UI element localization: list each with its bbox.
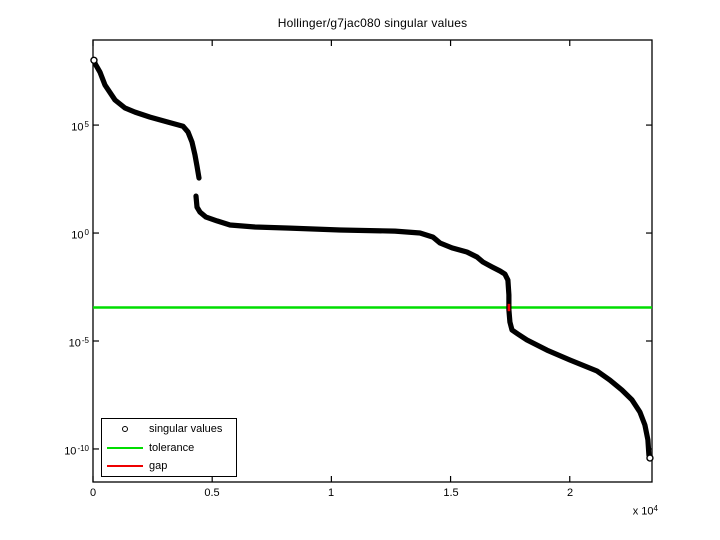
singular-values-series	[193, 193, 653, 461]
x-axis-multiplier: x 104	[632, 504, 658, 518]
x-tick-label: 1.5	[443, 487, 459, 499]
y-tick-label: 10-10	[64, 444, 89, 458]
y-tick-label: 100	[71, 228, 89, 242]
data-point-marker	[646, 454, 654, 462]
legend: singular values tolerance gap	[101, 418, 237, 477]
legend-label-tolerance: tolerance	[149, 441, 195, 454]
x-tick-label: 0.5	[204, 487, 220, 499]
chart-title: Hollinger/g7jac080 singular values	[277, 16, 468, 30]
legend-label-gap: gap	[149, 460, 168, 473]
legend-item-singular-values: singular values	[102, 420, 236, 438]
x-tick-label: 1	[327, 487, 335, 499]
data-point-marker	[90, 56, 98, 64]
singular-values-series	[91, 57, 202, 181]
legend-item-tolerance: tolerance	[102, 439, 236, 457]
circle-marker-icon	[122, 425, 128, 432]
legend-item-gap: gap	[102, 457, 236, 475]
legend-label-singular-values: singular values	[149, 422, 223, 435]
tolerance-line-icon	[107, 446, 143, 449]
y-tick-label: 105	[71, 120, 89, 134]
x-tick-label: 2	[566, 487, 574, 499]
axes-box	[92, 39, 653, 483]
gap-line-icon	[107, 465, 143, 468]
x-tick-label: 0	[89, 487, 97, 499]
y-tick-label: 10-5	[68, 336, 89, 350]
